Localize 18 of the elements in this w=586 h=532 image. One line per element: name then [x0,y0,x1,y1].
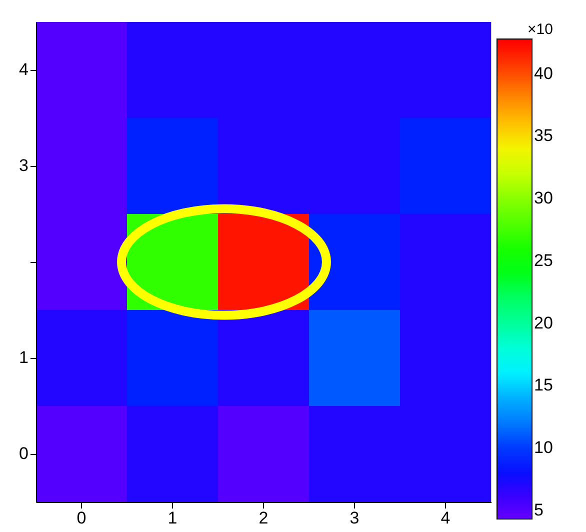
color-bar-label: 40 [534,64,553,83]
y-tick-label: 3 [19,156,28,175]
y-tick-label: 0 [19,444,28,463]
x-tick-label: 3 [350,508,360,528]
y-tick-label: 1 [19,348,28,367]
color-bar-label: 15 [534,376,553,395]
x-tick-label: 0 [76,508,86,528]
y-tick-label: 4 [19,60,28,79]
x-tick-label: 2 [258,508,268,528]
color-bar-title: ×10 [528,21,553,38]
color-bar-label: 5 [534,500,544,520]
color-bar-label: 35 [534,126,553,146]
x-tick-label: 1 [168,508,178,528]
color-bar-label: 30 [534,188,553,208]
color-bar-label: 25 [534,250,553,270]
color-bar-label: 20 [534,313,553,332]
color-bar-label: 10 [534,438,553,457]
x-tick-label: 4 [440,508,450,528]
